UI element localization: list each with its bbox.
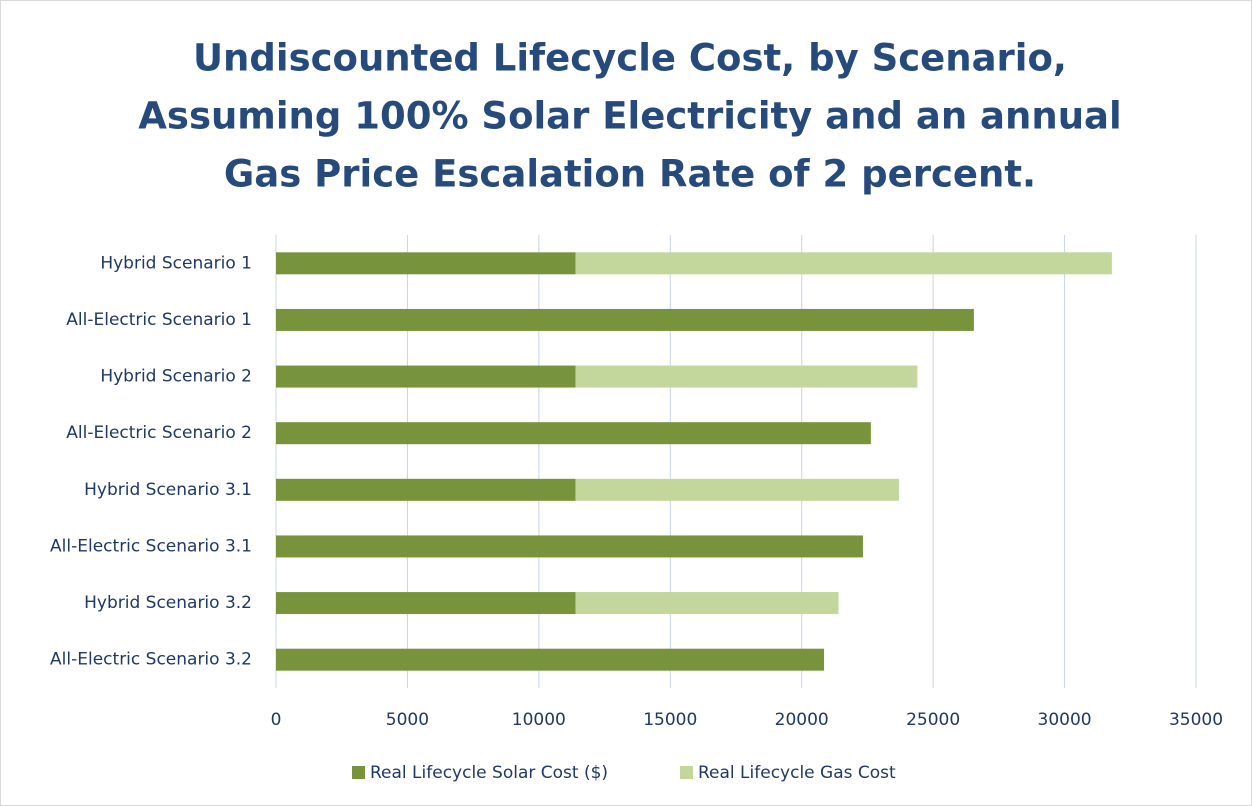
y-tick-label: All-Electric Scenario 3.2 (50, 650, 252, 670)
bar (276, 422, 871, 445)
x-tick-label: 30000 (1038, 710, 1092, 730)
y-tick-label: All-Electric Scenario 2 (66, 423, 252, 443)
y-tick-label: Hybrid Scenario 2 (100, 367, 252, 387)
legend-label: Real Lifecycle Solar Cost ($) (370, 763, 608, 783)
y-tick-label: All-Electric Scenario 1 (66, 310, 252, 330)
bar (575, 592, 839, 615)
bar (575, 478, 899, 501)
bar (276, 648, 825, 671)
x-tick-label: 25000 (906, 710, 960, 730)
x-tick-label: 10000 (512, 710, 566, 730)
y-tick-label: All-Electric Scenario 3.1 (50, 536, 252, 556)
legend-swatch (352, 766, 365, 779)
y-tick-label: Hybrid Scenario 3.2 (84, 593, 252, 613)
bar (276, 592, 576, 615)
chart-title: Assuming 100% Solar Electricity and an a… (138, 95, 1121, 138)
legend-label: Real Lifecycle Gas Cost (698, 763, 896, 783)
bar (575, 365, 918, 388)
bar (276, 308, 974, 331)
bar (276, 252, 576, 275)
x-tick-label: 5000 (386, 710, 429, 730)
x-tick-label: 0 (271, 710, 282, 730)
chart-title: Undiscounted Lifecycle Cost, by Scenario… (193, 37, 1067, 80)
bar (276, 535, 863, 558)
legend-swatch (680, 766, 693, 779)
bar (276, 478, 576, 501)
bar (276, 365, 576, 388)
y-tick-label: Hybrid Scenario 3.1 (84, 480, 252, 500)
chart-title: Gas Price Escalation Rate of 2 percent. (224, 153, 1036, 196)
y-tick-label: Hybrid Scenario 1 (100, 253, 252, 273)
x-tick-label: 35000 (1169, 710, 1223, 730)
x-tick-label: 20000 (775, 710, 829, 730)
x-tick-label: 15000 (643, 710, 697, 730)
bar (575, 252, 1112, 275)
